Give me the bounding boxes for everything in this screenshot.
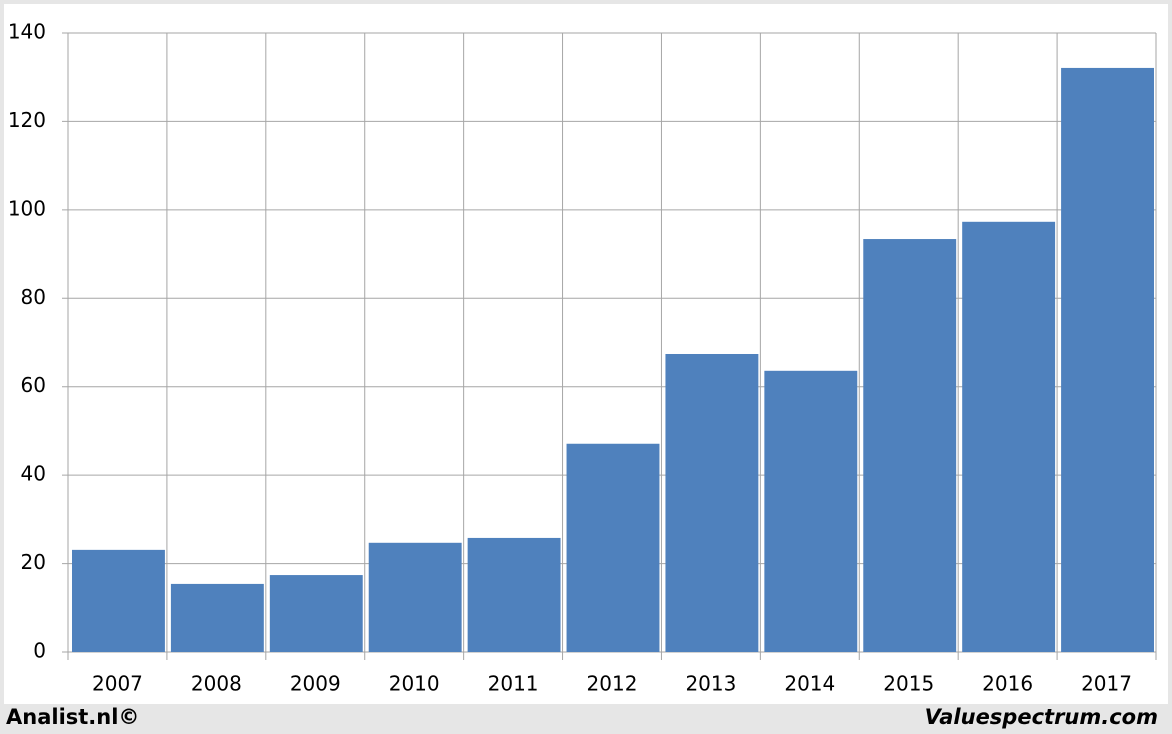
x-tick-label: 2013 — [685, 672, 736, 696]
y-tick-label: 120 — [8, 108, 46, 132]
x-tick-label: 2014 — [784, 672, 835, 696]
y-tick-label: 140 — [8, 20, 46, 44]
source-right: Valuespectrum.com — [925, 705, 1158, 729]
bar — [467, 537, 561, 652]
x-tick-label: 2011 — [488, 672, 539, 696]
y-tick-label: 40 — [21, 462, 46, 486]
y-tick-label: 100 — [8, 196, 46, 220]
bar — [566, 443, 660, 652]
bar — [1061, 67, 1154, 653]
bar — [170, 583, 264, 652]
y-tick-label: 60 — [21, 373, 46, 397]
source-left: Analist.nl© — [6, 705, 139, 729]
bar — [269, 575, 363, 652]
x-tick-label: 2010 — [389, 672, 440, 696]
x-tick-label: 2016 — [982, 672, 1033, 696]
bar — [665, 353, 759, 652]
x-tick-label: 2009 — [290, 672, 341, 696]
y-tick-label: 20 — [21, 550, 46, 574]
x-tick-label: 2012 — [587, 672, 638, 696]
x-tick-label: 2007 — [92, 672, 143, 696]
x-tick-label: 2017 — [1081, 672, 1132, 696]
bar — [863, 239, 957, 652]
bar — [962, 221, 1056, 653]
y-tick-label: 80 — [21, 285, 46, 309]
y-tick-label: 0 — [33, 639, 46, 663]
x-tick-label: 2015 — [883, 672, 934, 696]
bar — [764, 370, 858, 652]
bar — [368, 542, 462, 652]
x-tick-label: 2008 — [191, 672, 242, 696]
bar — [72, 549, 165, 652]
